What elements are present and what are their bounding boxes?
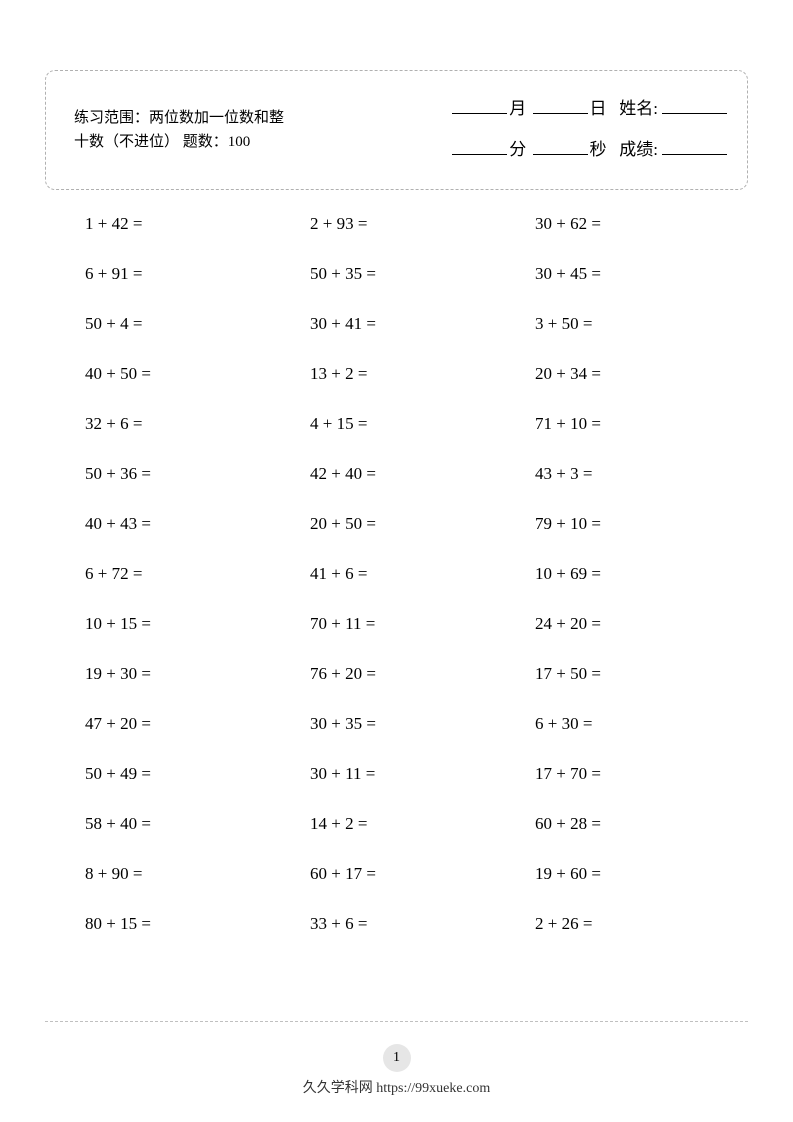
problem-cell: 30 + 62 =: [535, 214, 760, 234]
problem-cell: 30 + 35 =: [310, 714, 535, 734]
header-fields: 月 日 姓名: 分 秒 成绩:: [450, 89, 727, 171]
problem-cell: 79 + 10 =: [535, 514, 760, 534]
problem-cell: 70 + 11 =: [310, 614, 535, 634]
problem-cell: 6 + 30 =: [535, 714, 760, 734]
problem-cell: 80 + 15 =: [85, 914, 310, 934]
problem-cell: 2 + 26 =: [535, 914, 760, 934]
problem-cell: 10 + 69 =: [535, 564, 760, 584]
problem-cell: 20 + 34 =: [535, 364, 760, 384]
problem-cell: 58 + 40 =: [85, 814, 310, 834]
score-label: 成绩:: [619, 140, 658, 159]
problem-cell: 30 + 45 =: [535, 264, 760, 284]
problem-cell: 2 + 93 =: [310, 214, 535, 234]
problem-cell: 32 + 6 =: [85, 414, 310, 434]
score-blank[interactable]: [662, 154, 727, 155]
min-label: 分: [509, 140, 526, 159]
month-label: 月: [509, 99, 526, 118]
site-credit: 久久学科网 https://99xueke.com: [303, 1077, 490, 1097]
problem-cell: 40 + 43 =: [85, 514, 310, 534]
problem-cell: 4 + 15 =: [310, 414, 535, 434]
problem-cell: 33 + 6 =: [310, 914, 535, 934]
problem-cell: 50 + 49 =: [85, 764, 310, 784]
problem-cell: 8 + 90 =: [85, 864, 310, 884]
problem-cell: 50 + 35 =: [310, 264, 535, 284]
day-blank[interactable]: [533, 113, 588, 114]
problem-cell: 3 + 50 =: [535, 314, 760, 334]
problem-cell: 42 + 40 =: [310, 464, 535, 484]
time-line: 分 秒 成绩:: [450, 130, 727, 171]
problem-cell: 1 + 42 =: [85, 214, 310, 234]
name-label: 姓名:: [619, 99, 658, 118]
min-blank[interactable]: [452, 154, 507, 155]
problem-cell: 14 + 2 =: [310, 814, 535, 834]
problem-cell: 71 + 10 =: [535, 414, 760, 434]
problem-cell: 60 + 28 =: [535, 814, 760, 834]
problem-cell: 6 + 72 =: [85, 564, 310, 584]
header-scope: 练习范围：两位数加一位数和整 十数（不进位） 题数：100: [74, 106, 284, 154]
date-line: 月 日 姓名:: [450, 89, 727, 130]
header-box: 练习范围：两位数加一位数和整 十数（不进位） 题数：100 月 日 姓名: 分 …: [45, 70, 748, 190]
problem-cell: 24 + 20 =: [535, 614, 760, 634]
scope-line-2: 十数（不进位） 题数：100: [74, 134, 250, 150]
sec-blank[interactable]: [533, 154, 588, 155]
problem-cell: 50 + 36 =: [85, 464, 310, 484]
problem-cell: 20 + 50 =: [310, 514, 535, 534]
problem-cell: 19 + 60 =: [535, 864, 760, 884]
problem-cell: 10 + 15 =: [85, 614, 310, 634]
problems-grid: 1 + 42 =2 + 93 =30 + 62 =6 + 91 =50 + 35…: [45, 210, 748, 934]
sec-label: 秒: [590, 140, 607, 159]
month-blank[interactable]: [452, 113, 507, 114]
problem-cell: 17 + 70 =: [535, 764, 760, 784]
problem-cell: 6 + 91 =: [85, 264, 310, 284]
problem-cell: 13 + 2 =: [310, 364, 535, 384]
scope-line-1: 练习范围：两位数加一位数和整: [74, 110, 284, 126]
problem-cell: 60 + 17 =: [310, 864, 535, 884]
problem-cell: 76 + 20 =: [310, 664, 535, 684]
problem-cell: 47 + 20 =: [85, 714, 310, 734]
problem-cell: 50 + 4 =: [85, 314, 310, 334]
problem-cell: 41 + 6 =: [310, 564, 535, 584]
day-label: 日: [590, 99, 607, 118]
problem-cell: 17 + 50 =: [535, 664, 760, 684]
page-number: 1: [383, 1044, 411, 1072]
problem-cell: 19 + 30 =: [85, 664, 310, 684]
problem-cell: 30 + 11 =: [310, 764, 535, 784]
worksheet-page: 练习范围：两位数加一位数和整 十数（不进位） 题数：100 月 日 姓名: 分 …: [0, 0, 793, 1122]
problem-cell: 40 + 50 =: [85, 364, 310, 384]
problem-cell: 30 + 41 =: [310, 314, 535, 334]
name-blank[interactable]: [662, 113, 727, 114]
problem-cell: 43 + 3 =: [535, 464, 760, 484]
footer-divider: [45, 1021, 748, 1022]
